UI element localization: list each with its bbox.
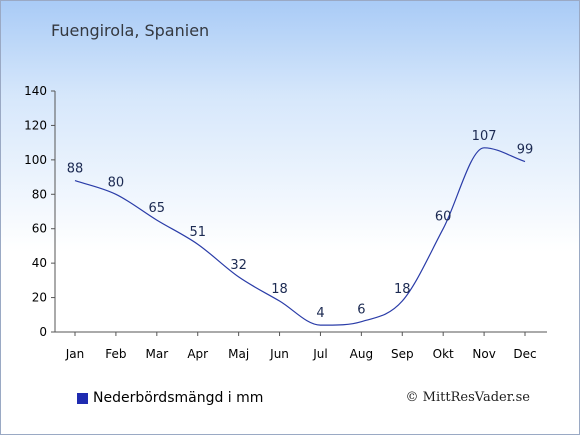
data-label: 88 bbox=[67, 162, 84, 177]
x-tick-label: Jan bbox=[65, 347, 85, 361]
data-label: 65 bbox=[149, 201, 166, 216]
x-tick-label: Nov bbox=[472, 347, 495, 361]
y-tick-label: 40 bbox=[32, 256, 47, 270]
x-tick-label: Dec bbox=[513, 347, 536, 361]
copyright-text: © MittResVader.se bbox=[405, 390, 530, 405]
data-label: 18 bbox=[271, 282, 288, 297]
y-tick-label: 120 bbox=[24, 118, 47, 132]
y-tick-label: 60 bbox=[32, 222, 47, 236]
y-tick-label: 140 bbox=[24, 84, 47, 98]
series-line bbox=[74, 147, 526, 326]
y-tick-label: 20 bbox=[32, 291, 47, 305]
legend-swatch bbox=[77, 392, 88, 404]
x-tick-label: Jun bbox=[269, 347, 289, 361]
x-tick-label: Aug bbox=[350, 347, 373, 361]
x-tick-label: Feb bbox=[105, 347, 126, 361]
x-tick-label: Mar bbox=[145, 347, 168, 361]
legend-label: Nederbördsmängd i mm bbox=[93, 390, 264, 406]
data-label: 99 bbox=[517, 143, 534, 158]
data-label: 32 bbox=[230, 258, 247, 273]
data-label: 4 bbox=[316, 306, 324, 321]
data-label: 60 bbox=[435, 210, 452, 225]
data-label: 18 bbox=[394, 282, 411, 297]
legend: Nederbördsmängd i mm bbox=[77, 390, 263, 406]
x-tick-label: Sep bbox=[391, 347, 414, 361]
chart-title: Fuengirola, Spanien bbox=[51, 21, 210, 40]
y-tick-label: 100 bbox=[24, 153, 47, 167]
data-label: 51 bbox=[189, 225, 206, 240]
x-tick-label: Jul bbox=[312, 347, 327, 361]
x-tick-label: Maj bbox=[228, 347, 249, 361]
y-tick-label: 80 bbox=[32, 187, 47, 201]
x-tick-label: Apr bbox=[187, 347, 208, 361]
x-tick-label: Okt bbox=[433, 347, 454, 361]
data-label: 107 bbox=[472, 129, 497, 144]
data-label: 80 bbox=[108, 175, 125, 190]
y-tick-label: 0 bbox=[39, 325, 47, 339]
data-label: 6 bbox=[357, 303, 365, 318]
